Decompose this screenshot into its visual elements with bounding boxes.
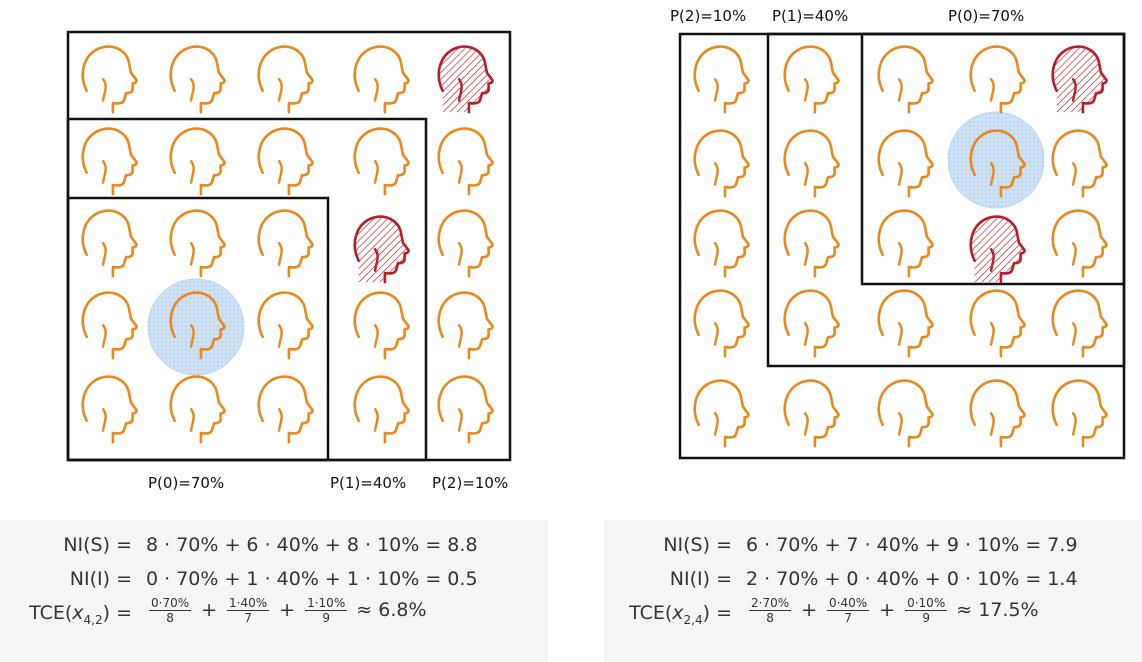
head-icon <box>353 291 410 360</box>
infected-head-icon <box>353 215 410 284</box>
left-frac-2: 1·40% 7 <box>227 596 270 625</box>
left-label-p0: P(0)=70% <box>148 474 224 492</box>
left-nii-expression: 0 · 70% + 1 · 40% + 1 · 10% = 0.5 <box>146 568 478 590</box>
head-icon <box>783 379 840 448</box>
right-tce-result: ≈ 17.5% <box>956 599 1039 621</box>
head-icon <box>81 291 138 360</box>
left-frac-1: 0·70% 8 <box>149 596 192 625</box>
head-icon <box>783 129 840 198</box>
head-icon <box>81 209 138 278</box>
head-icon <box>353 45 410 114</box>
head-icon <box>783 289 840 358</box>
left-label-p2: P(2)=10% <box>432 474 508 492</box>
right-population-grid <box>693 45 1108 448</box>
head-icon <box>693 209 750 278</box>
right-label-p0: P(0)=70% <box>948 7 1024 25</box>
infected-head-icon <box>969 215 1026 284</box>
head-icon <box>877 129 934 198</box>
left-tce-label: TCE(x4,2) = <box>29 602 132 627</box>
head-icon <box>1051 129 1108 198</box>
head-icon <box>969 379 1026 448</box>
head-icon <box>1051 289 1108 358</box>
head-icon <box>353 375 410 444</box>
left-box-radius-1 <box>66 117 428 462</box>
head-icon <box>969 129 1026 198</box>
head-icon <box>693 129 750 198</box>
head-icon <box>783 45 840 114</box>
left-formula-panel: NI(S) = 8 · 70% + 6 · 40% + 8 · 10% = 8.… <box>0 520 548 662</box>
right-nis-expression: 6 · 70% + 7 · 40% + 9 · 10% = 7.9 <box>746 534 1078 556</box>
head-icon <box>353 127 410 196</box>
head-icon <box>693 45 750 114</box>
left-frac-3: 1·10% 9 <box>305 596 348 625</box>
left-population-grid <box>81 45 494 444</box>
head-icon <box>257 209 314 278</box>
head-icon <box>169 375 226 444</box>
right-frac-2: 0·40% 7 <box>827 596 870 625</box>
head-icon <box>969 289 1026 358</box>
head-icon <box>169 291 226 360</box>
right-nii-label: NI(I) = <box>669 568 732 590</box>
head-icon <box>257 45 314 114</box>
right-target-halo <box>947 111 1045 209</box>
head-icon <box>81 45 138 114</box>
right-box-radius-0 <box>860 32 1126 286</box>
head-icon <box>693 289 750 358</box>
head-icon <box>437 375 494 444</box>
left-label-p1: P(1)=40% <box>330 474 406 492</box>
left-nii-label: NI(I) = <box>69 568 132 590</box>
right-tce-label: TCE(x2,4) = <box>629 602 732 627</box>
head-icon <box>877 209 934 278</box>
left-nis-label: NI(S) = <box>63 534 132 556</box>
head-icon <box>783 209 840 278</box>
left-nis-expression: 8 · 70% + 6 · 40% + 8 · 10% = 8.8 <box>146 534 478 556</box>
right-label-p2: P(2)=10% <box>670 7 746 25</box>
head-icon <box>969 45 1026 114</box>
right-nis-label: NI(S) = <box>663 534 732 556</box>
left-tce-result: ≈ 6.8% <box>356 599 427 621</box>
right-frac-3: 0·10% 9 <box>905 596 948 625</box>
head-icon <box>257 375 314 444</box>
right-tce-expression: 2·70% 8 +0·40% 7 +0·10% 9 ≈ 17.5% <box>749 596 1039 625</box>
head-icon <box>257 127 314 196</box>
head-icon <box>1051 209 1108 278</box>
right-label-p1: P(1)=40% <box>772 7 848 25</box>
right-formula-panel: NI(S) = 6 · 70% + 7 · 40% + 9 · 10% = 7.… <box>604 520 1142 662</box>
head-icon <box>169 209 226 278</box>
head-icon <box>437 127 494 196</box>
head-icon <box>169 45 226 114</box>
head-icon <box>81 127 138 196</box>
right-nii-expression: 2 · 70% + 0 · 40% + 0 · 10% = 1.4 <box>746 568 1078 590</box>
left-target-halo <box>147 278 245 376</box>
head-icon <box>81 375 138 444</box>
head-icon <box>169 127 226 196</box>
right-frac-1: 2·70% 8 <box>749 596 792 625</box>
head-icon <box>1051 379 1108 448</box>
left-tce-expression: 0·70% 8 +1·40% 7 +1·10% 9 ≈ 6.8% <box>149 596 427 625</box>
head-icon <box>437 291 494 360</box>
head-icon <box>257 291 314 360</box>
diagram-canvas: P(0)=70% P(1)=40% P(2)=10% P(2)=10% P(1)… <box>66 7 1126 492</box>
head-icon <box>877 289 934 358</box>
infected-head-icon <box>437 45 494 114</box>
head-icon <box>693 379 750 448</box>
head-icon <box>877 379 934 448</box>
head-icon <box>437 209 494 278</box>
infected-head-icon <box>1051 45 1108 114</box>
head-icon <box>877 45 934 114</box>
left-box-radius-0 <box>66 196 330 462</box>
